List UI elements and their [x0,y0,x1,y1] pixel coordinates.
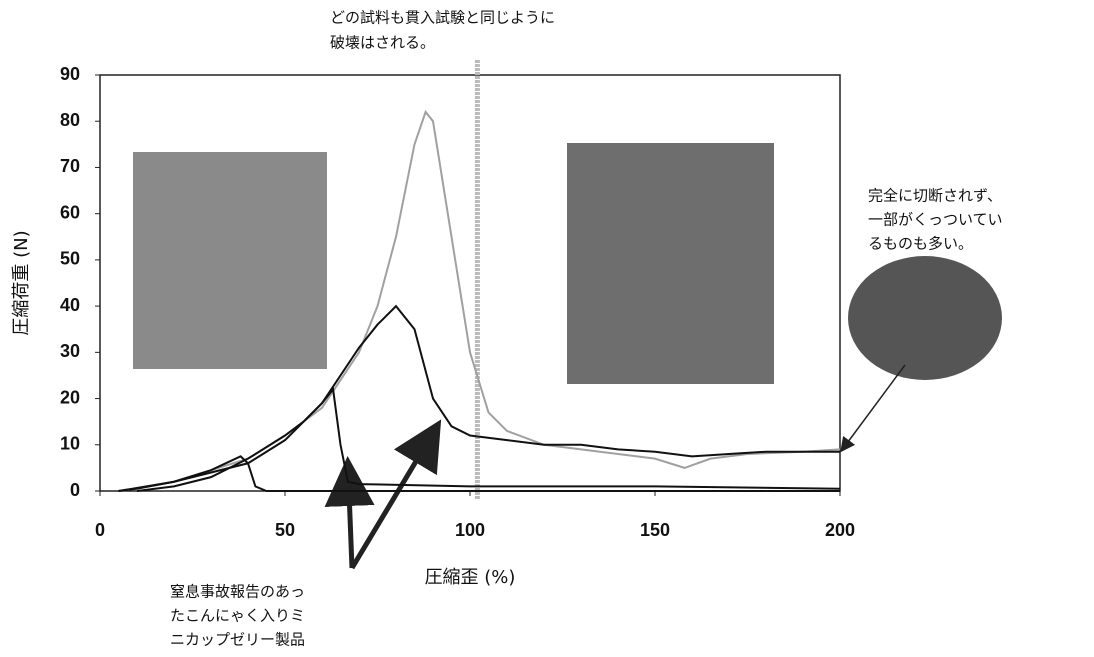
x-tick-label: 50 [275,520,295,540]
series-line [118,455,840,492]
annotation: 完全に切断されず、 [868,187,1002,205]
y-tick-label: 70 [60,156,80,176]
y-tick-label: 50 [60,249,80,269]
annotation: 窒息事故報告のあっ [170,583,305,601]
annotation: ニカップゼリー製品 [170,631,305,649]
photo [567,143,774,384]
x-tick-label: 0 [95,520,105,540]
series-line [136,386,841,492]
y-tick-label: 10 [60,434,80,454]
photo-ellipse [848,256,1002,380]
x-tick-label: 100 [455,520,485,540]
y-tick-label: 80 [60,110,80,130]
annotation: たこんにゃく入りミ [170,607,305,625]
photo [133,152,327,369]
y-tick-label: 0 [70,480,80,500]
y-tick-label: 40 [60,295,80,315]
annotation: るものも多い。 [868,235,973,253]
annotation: 一部がくっついてい [868,211,1003,229]
series-line [118,304,840,492]
y-tick-label: 30 [60,341,80,361]
y-tick-label: 90 [60,64,80,84]
annotation: 破壊はされる。 [330,34,435,52]
y-tick-label: 60 [60,202,80,222]
annotation: どの試料も貫入試験と同じように [330,9,555,27]
arrow [840,364,906,453]
arrow [349,419,442,570]
arrow [324,456,375,569]
x-tick-label: 150 [640,520,670,540]
y-tick-label: 20 [60,387,80,407]
y-axis-label: 圧縮荷重 (N) [11,230,32,335]
x-axis-label: 圧縮歪 (%) [425,567,516,588]
x-tick-label: 200 [825,520,855,540]
